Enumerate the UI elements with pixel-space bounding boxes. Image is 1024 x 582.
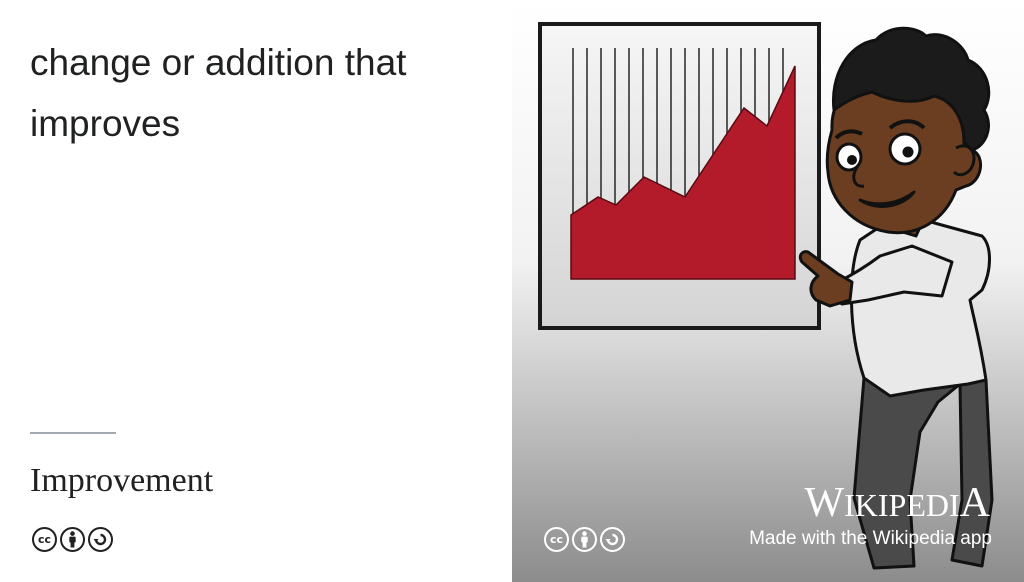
illustration-panel: WIKIPEDIA Made with the Wikipedia app — [512, 0, 1024, 582]
cc-icon: cc — [544, 527, 569, 552]
attribution-icon — [572, 527, 597, 552]
chart-board — [538, 22, 821, 330]
cc-text: cc — [37, 533, 52, 546]
wikipedia-wordmark: WIKIPEDIA — [804, 480, 990, 528]
cc-icon: cc — [32, 527, 57, 552]
license-icons: cc — [32, 527, 113, 552]
definition-text: change or addition that improves — [30, 42, 407, 144]
term-title: Improvement — [30, 462, 214, 499]
attribution-icon — [60, 527, 85, 552]
share-alike-glyph-overlay — [605, 533, 619, 546]
illustration-image — [512, 0, 1024, 582]
wikipedia-tagline: Made with the Wikipedia app — [749, 528, 992, 549]
license-icons-overlay: cc — [544, 527, 625, 552]
divider — [30, 432, 116, 434]
share-alike-glyph — [93, 533, 107, 546]
wordmark-a: A — [959, 480, 990, 526]
share-alike-icon — [88, 527, 113, 552]
cartoon-man — [798, 26, 994, 570]
attribution-glyph-overlay — [581, 531, 588, 548]
wordmark-middle: IKIPEDI — [844, 487, 960, 523]
card-text-panel: change or addition that improves Improve… — [30, 42, 407, 552]
wordmark-w: W — [804, 480, 845, 526]
share-alike-icon — [600, 527, 625, 552]
attribution-glyph — [69, 531, 76, 548]
cc-text-overlay: cc — [549, 533, 564, 546]
